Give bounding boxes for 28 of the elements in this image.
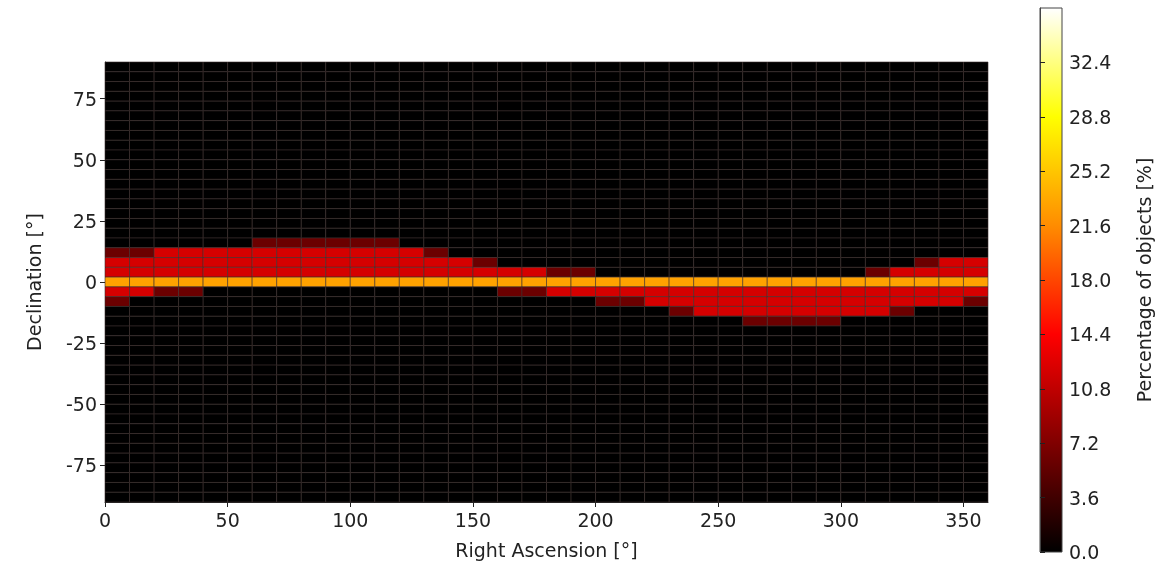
color-bar-label: 3.6 [1069,486,1100,509]
x-tick-label: 100 [332,508,369,531]
color-bar-label: 21.6 [1069,214,1112,237]
y-tick-label: -75 [65,454,97,477]
y-tick-label: 0 [84,271,97,293]
y-tick-label: 25 [72,209,97,232]
color-bar-label: 32.4 [1069,51,1112,74]
x-axis-title: Right Ascension [°] [455,538,638,561]
x-tick-label: 150 [454,508,492,531]
x-tick-label: 350 [945,508,982,531]
y-tick-label: -50 [65,393,97,416]
color-bar-label: 14.4 [1069,323,1112,346]
y-tick-label: 75 [72,87,97,110]
x-tick-label: 250 [700,508,737,531]
x-tick-label: 0 [98,508,112,531]
color-bar-label: 25.2 [1069,160,1112,183]
x-tick-label: 50 [215,508,240,531]
y-axis-title: Declination [°] [22,213,45,351]
color-bar-label: 18.0 [1069,269,1112,291]
color-bar-label: 10.8 [1069,377,1112,400]
color-bar-label: 0.0 [1069,541,1100,563]
x-tick-label: 200 [577,508,614,531]
y-tick-label: -25 [65,332,97,355]
x-tick-label: 300 [822,508,859,531]
color-bar-label: 7.2 [1069,432,1100,455]
color-bar-title: Percentage of objects [%] [1132,157,1155,403]
color-bar-label: 28.8 [1069,105,1112,128]
y-tick-label: 50 [72,148,97,171]
